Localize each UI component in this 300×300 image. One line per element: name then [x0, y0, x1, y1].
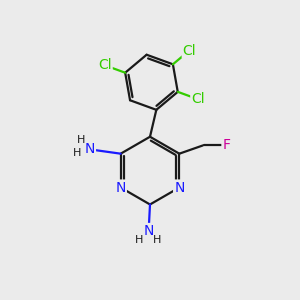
Text: Cl: Cl — [191, 92, 205, 106]
Text: N: N — [174, 181, 184, 194]
Text: N: N — [143, 224, 154, 238]
Text: H: H — [73, 148, 82, 158]
Text: N: N — [116, 181, 126, 194]
Text: F: F — [222, 138, 230, 152]
Text: H: H — [153, 235, 161, 245]
Text: Cl: Cl — [98, 58, 112, 73]
Text: Cl: Cl — [182, 44, 196, 58]
Text: H: H — [77, 135, 86, 146]
Text: N: N — [85, 142, 95, 156]
Text: H: H — [135, 235, 143, 245]
